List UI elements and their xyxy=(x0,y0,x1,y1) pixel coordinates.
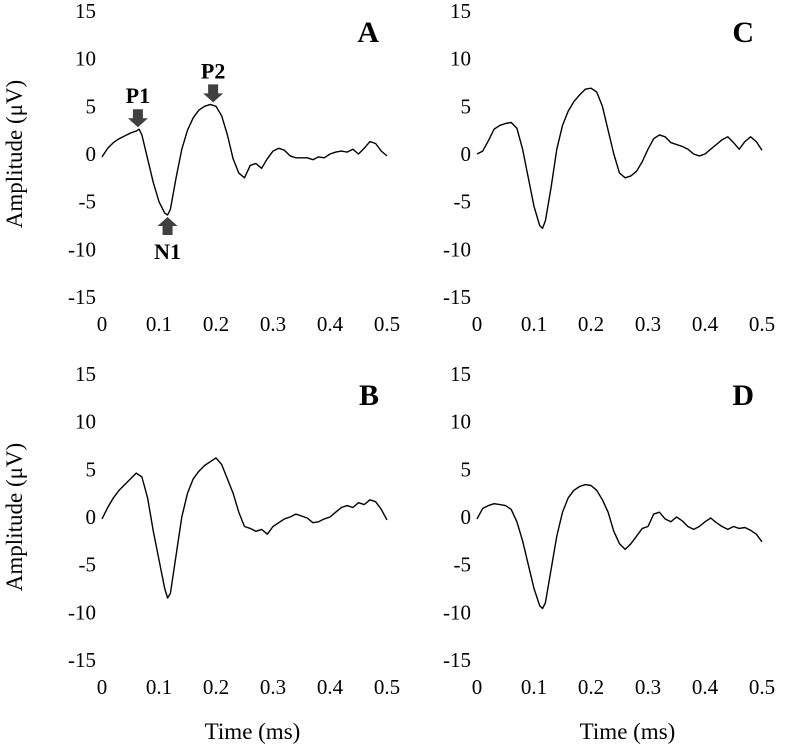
y-tick-label: -5 xyxy=(454,553,472,577)
annotation-label: P1 xyxy=(126,83,150,108)
y-tick-label: 5 xyxy=(461,94,472,118)
x-tick-label: 0 xyxy=(472,675,483,699)
x-tick-label: 0.5 xyxy=(374,675,400,699)
y-tick-label: 0 xyxy=(461,505,472,529)
panel-letter: A xyxy=(357,16,379,49)
x-tick-label: 0.3 xyxy=(260,675,286,699)
annotation-n1: N1 xyxy=(154,217,181,264)
series-line xyxy=(476,483,763,610)
series-line xyxy=(101,103,388,216)
x-tick-label: 0.2 xyxy=(578,312,604,336)
x-tick-label: 0.1 xyxy=(521,675,547,699)
y-tick-label: -10 xyxy=(68,600,96,624)
y-tick-label: 15 xyxy=(450,0,471,23)
x-tick-label: 0.3 xyxy=(635,312,661,336)
arrow-down-icon xyxy=(203,84,224,103)
series-line xyxy=(476,87,763,230)
y-tick-label: 5 xyxy=(86,457,97,481)
x-tick-label: 0.2 xyxy=(203,312,229,336)
x-tick-label: 0.3 xyxy=(635,675,661,699)
annotation-label: P2 xyxy=(201,58,225,83)
x-tick-label: 0.1 xyxy=(521,312,547,336)
panel-letter: D xyxy=(732,379,754,412)
y-tick-label: -10 xyxy=(68,237,96,261)
y-tick-label: 0 xyxy=(86,142,97,166)
y-tick-label: -5 xyxy=(79,553,97,577)
x-tick-label: 0 xyxy=(97,675,108,699)
annotation-label: N1 xyxy=(154,239,181,264)
y-tick-label: -15 xyxy=(443,285,471,309)
y-tick-label: -10 xyxy=(443,600,471,624)
x-tick-label: 0.1 xyxy=(146,675,172,699)
x-axis-title: Time (ms) xyxy=(580,719,676,744)
x-tick-label: 0.5 xyxy=(374,312,400,336)
x-tick-label: 0.5 xyxy=(749,675,775,699)
y-tick-label: 5 xyxy=(86,94,97,118)
y-tick-label: -5 xyxy=(79,190,97,214)
annotation-p1: P1 xyxy=(126,83,150,128)
panel-letter: B xyxy=(359,379,379,412)
x-tick-label: 0 xyxy=(97,312,108,336)
x-tick-label: 0.3 xyxy=(260,312,286,336)
y-tick-label: 0 xyxy=(86,505,97,529)
x-tick-label: 0.1 xyxy=(146,312,172,336)
x-tick-label: 0.4 xyxy=(317,675,344,699)
y-tick-label: -10 xyxy=(443,237,471,261)
y-tick-label: 0 xyxy=(461,142,472,166)
x-tick-label: 0.4 xyxy=(317,312,344,336)
y-tick-label: 10 xyxy=(75,47,96,71)
y-tick-label: 10 xyxy=(75,410,96,434)
x-tick-label: 0.2 xyxy=(203,675,229,699)
series-line xyxy=(101,457,388,599)
x-axis-title: Time (ms) xyxy=(205,719,301,744)
y-tick-label: 15 xyxy=(450,362,471,386)
y-axis-title: Amplitude (μV) xyxy=(2,443,27,591)
x-tick-label: 0.5 xyxy=(749,312,775,336)
y-tick-label: 10 xyxy=(450,47,471,71)
y-tick-label: 10 xyxy=(450,410,471,434)
arrow-up-icon xyxy=(157,217,178,236)
y-tick-label: -15 xyxy=(68,285,96,309)
x-tick-label: 0.4 xyxy=(692,312,719,336)
annotation-p2: P2 xyxy=(201,58,225,103)
y-tick-label: -15 xyxy=(68,648,96,672)
y-tick-label: 5 xyxy=(461,457,472,481)
x-tick-label: 0.4 xyxy=(692,675,719,699)
arrow-down-icon xyxy=(127,109,148,128)
y-axis-title: Amplitude (μV) xyxy=(2,80,27,228)
panel-letter: C xyxy=(732,16,754,49)
x-tick-label: 0.2 xyxy=(578,675,604,699)
y-tick-label: 15 xyxy=(75,0,96,23)
x-tick-label: 0 xyxy=(472,312,483,336)
y-tick-label: 15 xyxy=(75,362,96,386)
y-tick-label: -5 xyxy=(454,190,472,214)
y-tick-label: -15 xyxy=(443,648,471,672)
